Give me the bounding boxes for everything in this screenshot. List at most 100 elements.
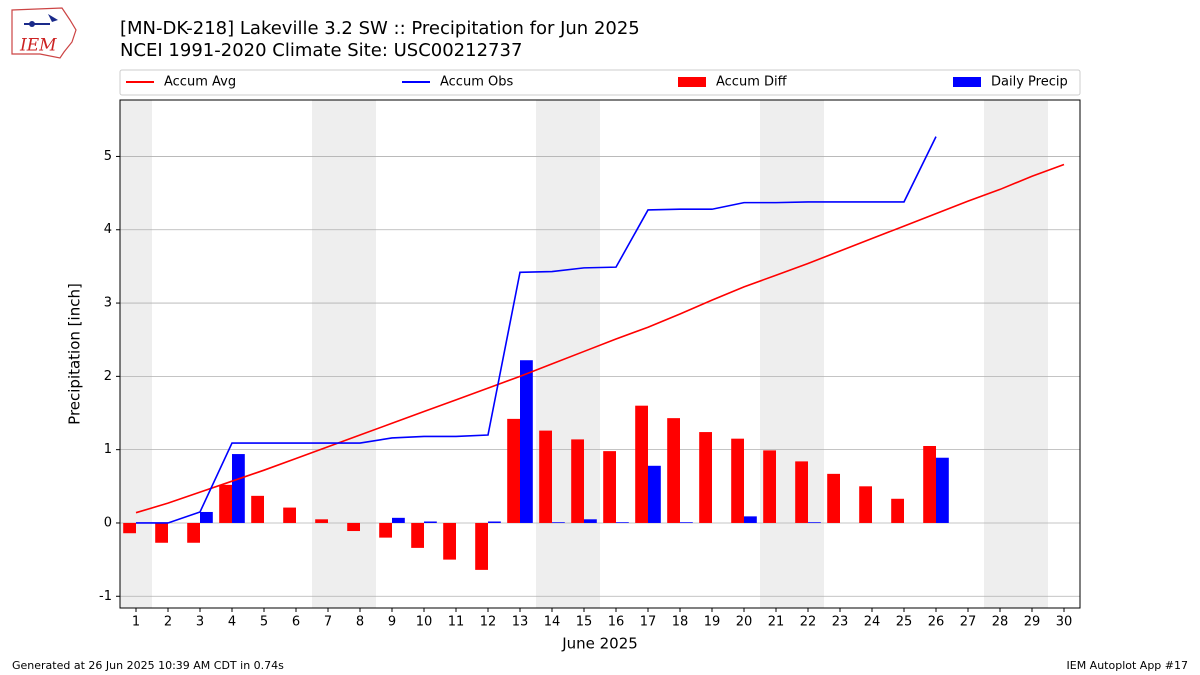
x-tick-label: 8 (356, 615, 364, 630)
bar (539, 430, 552, 523)
x-tick-label: 23 (832, 615, 849, 630)
legend-label: Daily Precip (991, 75, 1068, 90)
legend-label: Accum Obs (440, 75, 513, 90)
bar (571, 439, 584, 523)
footer-right: IEM Autoplot App #17 (1067, 659, 1189, 672)
y-tick-label: 2 (104, 369, 112, 384)
x-axis-label: June 2025 (561, 635, 638, 653)
x-tick-label: 18 (672, 615, 689, 630)
bar (507, 418, 520, 523)
bar (827, 473, 840, 523)
bar (379, 522, 392, 538)
legend-swatch (678, 77, 706, 87)
bar (219, 484, 232, 523)
bar (520, 360, 533, 523)
bar (763, 450, 776, 523)
x-tick-label: 5 (260, 615, 268, 630)
plot-area (120, 100, 1080, 608)
shaded-span (312, 100, 376, 608)
bar (648, 465, 661, 523)
x-tick-label: 21 (768, 615, 785, 630)
x-tick-label: 15 (576, 615, 593, 630)
x-tick-label: 12 (480, 615, 497, 630)
y-tick-label: 4 (104, 222, 112, 237)
bar (488, 521, 501, 523)
y-tick-label: -1 (99, 589, 112, 604)
x-tick-label: 3 (196, 615, 204, 630)
bar (635, 405, 648, 523)
bar (795, 461, 808, 523)
bar (123, 522, 136, 534)
x-tick-label: 22 (800, 615, 817, 630)
x-tick-label: 11 (448, 615, 465, 630)
bar (744, 516, 757, 523)
bar (475, 522, 488, 570)
x-tick-label: 20 (736, 615, 753, 630)
bar (859, 486, 872, 523)
bar (392, 517, 405, 523)
x-tick-label: 29 (1024, 615, 1041, 630)
y-tick-label: 1 (104, 442, 112, 457)
legend-label: Accum Avg (164, 75, 236, 90)
bar (232, 454, 245, 523)
bar (667, 418, 680, 523)
bar (283, 507, 296, 523)
bar (411, 522, 424, 548)
x-tick-label: 14 (544, 615, 561, 630)
bar (731, 438, 744, 523)
bar (155, 522, 168, 543)
x-tick-label: 24 (864, 615, 881, 630)
x-tick-label: 13 (512, 615, 529, 630)
bar (603, 451, 616, 523)
bar (443, 522, 456, 560)
bar (315, 519, 328, 523)
y-tick-label: 5 (104, 149, 112, 164)
legend-label: Accum Diff (716, 75, 788, 90)
bar (347, 522, 360, 532)
footer-left: Generated at 26 Jun 2025 10:39 AM CDT in… (12, 659, 284, 672)
bar (808, 522, 821, 523)
x-tick-label: 7 (324, 615, 332, 630)
bar (936, 457, 949, 523)
legend-box (119, 69, 1081, 96)
plot-frame (119, 99, 1081, 609)
bar (200, 511, 213, 523)
x-tick-label: 6 (292, 615, 300, 630)
x-tick-label: 25 (896, 615, 913, 630)
bar (251, 495, 264, 523)
x-tick-label: 17 (640, 615, 657, 630)
bar (584, 519, 597, 523)
x-tick-label: 9 (388, 615, 396, 630)
chart-subtitle: NCEI 1991-2020 Climate Site: USC00212737 (120, 40, 522, 61)
bar (699, 432, 712, 523)
bar (187, 522, 200, 543)
legend-swatch (953, 77, 981, 87)
x-tick-label: 4 (228, 615, 236, 630)
line (135, 163, 1065, 514)
bar (616, 522, 629, 523)
x-tick-label: 19 (704, 615, 721, 630)
bar (552, 522, 565, 523)
y-tick-label: 0 (104, 515, 112, 530)
bar (923, 445, 936, 523)
y-axis-label: Precipitation [inch] (66, 283, 84, 425)
shaded-span (984, 100, 1048, 608)
y-tick-label: 3 (104, 296, 112, 311)
x-tick-label: 28 (992, 615, 1009, 630)
shaded-span (536, 100, 600, 608)
x-tick-label: 10 (416, 615, 433, 630)
bar (891, 498, 904, 523)
logo-text: IEM (19, 36, 57, 56)
x-tick-label: 27 (960, 615, 977, 630)
shaded-span (760, 100, 824, 608)
line (136, 136, 937, 524)
bar (424, 521, 437, 523)
x-tick-label: 30 (1056, 615, 1073, 630)
x-tick-label: 2 (164, 615, 172, 630)
logo: IEM (11, 7, 77, 59)
x-tick-label: 26 (928, 615, 945, 630)
bar (680, 522, 693, 523)
x-tick-label: 1 (132, 615, 140, 630)
chart-title: [MN-DK-218] Lakeville 3.2 SW :: Precipit… (120, 18, 640, 39)
